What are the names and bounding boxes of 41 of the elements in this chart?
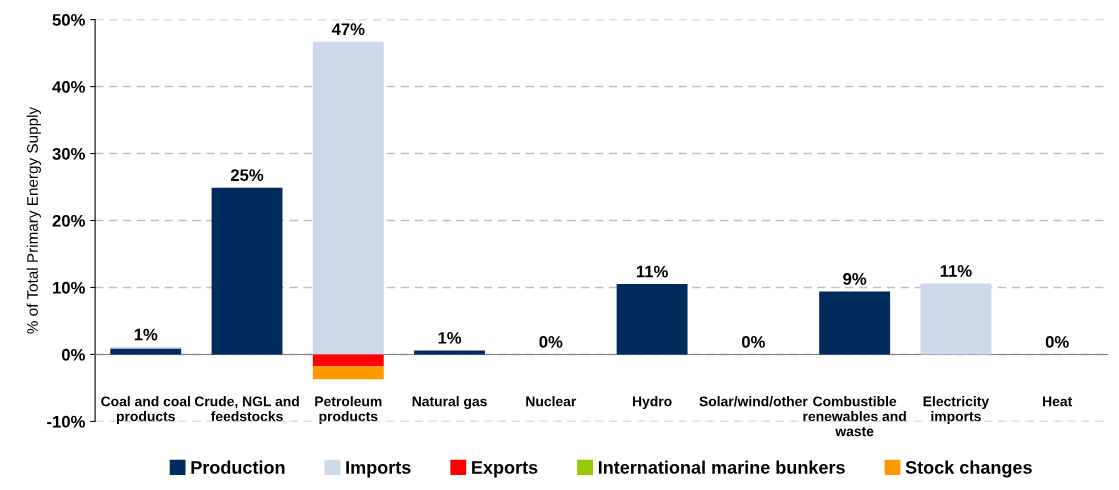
y-tick-label: 30% [52, 147, 85, 160]
bar [312, 366, 384, 380]
x-tick-label: Heat [1043, 396, 1073, 407]
y-axis-title: % of Total Primary Energy Supply [26, 106, 41, 334]
data-label: 47% [331, 23, 365, 36]
legend-label: Production [191, 460, 285, 474]
legend-label: Stock changes [905, 460, 1032, 478]
x-tick-label: Hydro [632, 396, 672, 410]
data-label: 1% [438, 332, 462, 344]
bar [414, 350, 485, 355]
x-tick-label: Nuclear [526, 396, 577, 407]
bar [312, 354, 384, 367]
data-label: 25% [230, 169, 264, 182]
data-label: 9% [843, 273, 867, 285]
data-label: 11% [636, 265, 668, 278]
bar [819, 291, 891, 355]
data-label: 0% [539, 335, 563, 348]
data-label: 1% [134, 328, 158, 341]
data-label: 11% [940, 265, 972, 277]
bar [312, 41, 384, 355]
data-label: 0% [1045, 335, 1069, 348]
x-tick-label: Coal and coal products [101, 396, 190, 425]
y-tick-label: 20% [52, 214, 85, 227]
y-tick-label: 50% [52, 14, 85, 26]
y-tick-label: 0% [61, 348, 85, 361]
y-tick-label: -10% [47, 415, 85, 428]
x-tick-label: Petroleum products [315, 396, 382, 425]
x-tick-label: Electricity imports [923, 396, 990, 425]
bar [616, 284, 688, 355]
bar [211, 187, 283, 355]
y-tick-label: 10% [53, 281, 85, 294]
y-tick-label: 40% [52, 80, 85, 93]
x-tick-label: Crude, NGL and feedstocks [194, 396, 299, 422]
legend-label: Imports [346, 461, 411, 478]
legend-label: Exports [472, 461, 538, 478]
bar [920, 283, 992, 355]
x-tick-label: Solar/wind/other [699, 396, 808, 407]
data-label: 0% [741, 335, 765, 348]
bar [110, 348, 182, 355]
x-tick-label: Natural gas [412, 396, 487, 410]
legend-label: International marine bunkers [598, 460, 845, 474]
